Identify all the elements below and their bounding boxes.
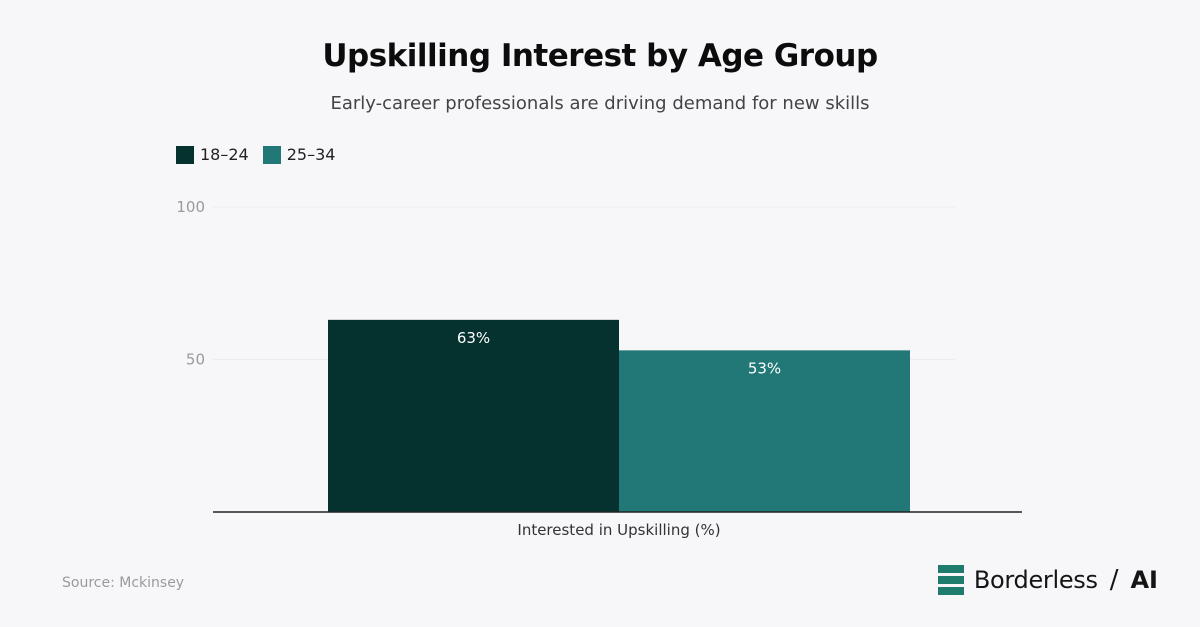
- bar-25-34: [619, 350, 910, 512]
- x-category-label: Interested in Upskilling (%): [517, 521, 720, 539]
- legend-label-18-24: 18–24: [200, 145, 249, 164]
- legend-swatch-18-24: [176, 145, 194, 164]
- legend-item-25-34: 25–34: [262, 145, 336, 164]
- legend-swatch-25-34: [262, 145, 281, 164]
- legend-item-18-24: 18–24: [176, 145, 249, 164]
- borderless-logo-icon: [937, 565, 964, 595]
- legend-label-25-34: 25–34: [286, 145, 336, 164]
- brand-suffix: AI: [1130, 566, 1158, 594]
- y-tick-label-50: 50: [186, 351, 205, 369]
- data-label-18-24: 63%: [457, 329, 490, 347]
- brand: Borderless / AI: [937, 565, 1158, 595]
- chart-subtitle: Early-career professionals are driving d…: [330, 93, 870, 114]
- y-tick-label-100: 100: [176, 198, 205, 216]
- data-label-25-34: 53%: [748, 359, 781, 377]
- bar-18-24: [328, 319, 619, 512]
- source-note: Source: Mckinsey: [62, 575, 185, 591]
- brand-separator: /: [1109, 565, 1119, 595]
- chart-title: Upskilling Interest by Age Group: [322, 38, 878, 74]
- brand-name: Borderless: [973, 566, 1098, 594]
- legend: 18–24 25–34: [176, 145, 335, 164]
